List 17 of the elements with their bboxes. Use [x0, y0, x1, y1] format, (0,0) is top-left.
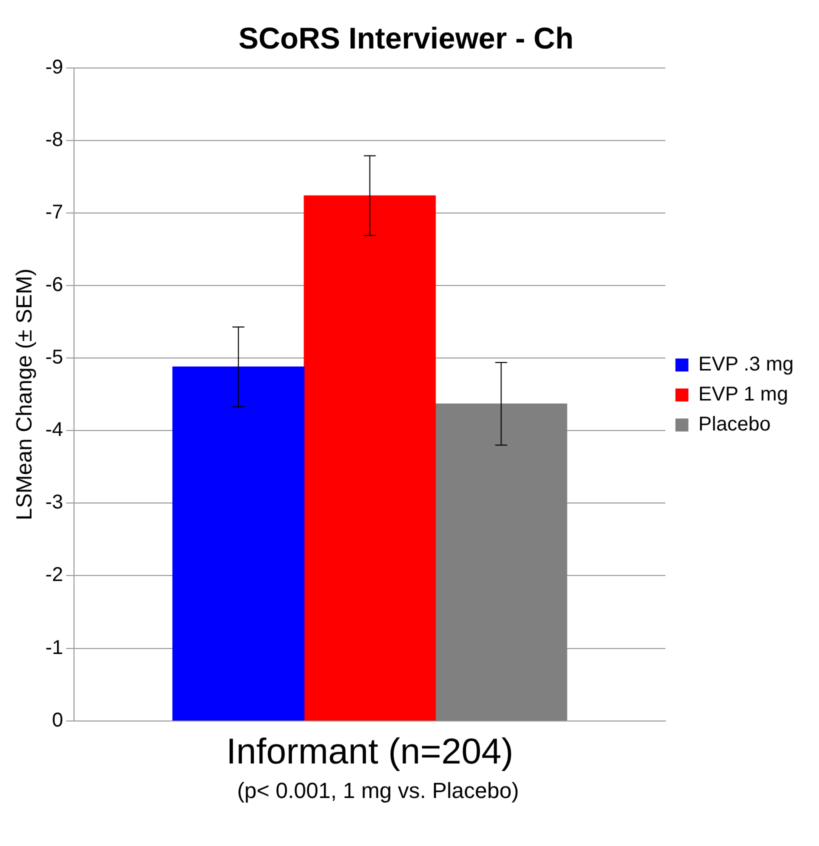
x-tick-label: Informant (n=204): [226, 730, 514, 772]
y-tick-label: -5: [45, 346, 64, 369]
y-tick-label: -2: [45, 564, 64, 586]
legend-label: Placebo: [698, 414, 771, 436]
y-tick-label: -9: [45, 56, 64, 79]
legend-label: EVP .3 mg: [698, 354, 794, 376]
y-tick-label: -3: [45, 492, 64, 514]
y-axis-title: LSMean Change (± SEM): [11, 268, 36, 520]
y-tick-label: -7: [45, 202, 64, 224]
y-tick-label: 0: [52, 709, 64, 732]
text: (p< 0.001, 1 mg vs. Placebo): [236, 778, 520, 804]
y-tick-label: -1: [45, 636, 64, 659]
y-tick-label: -6: [45, 274, 64, 296]
y-tick-label: -8: [45, 129, 64, 152]
legend-label: EVP 1 mg: [698, 384, 788, 406]
y-tick-label: -4: [45, 419, 64, 442]
chart-title: SCoRS Interviewer - Ch: [238, 22, 574, 56]
